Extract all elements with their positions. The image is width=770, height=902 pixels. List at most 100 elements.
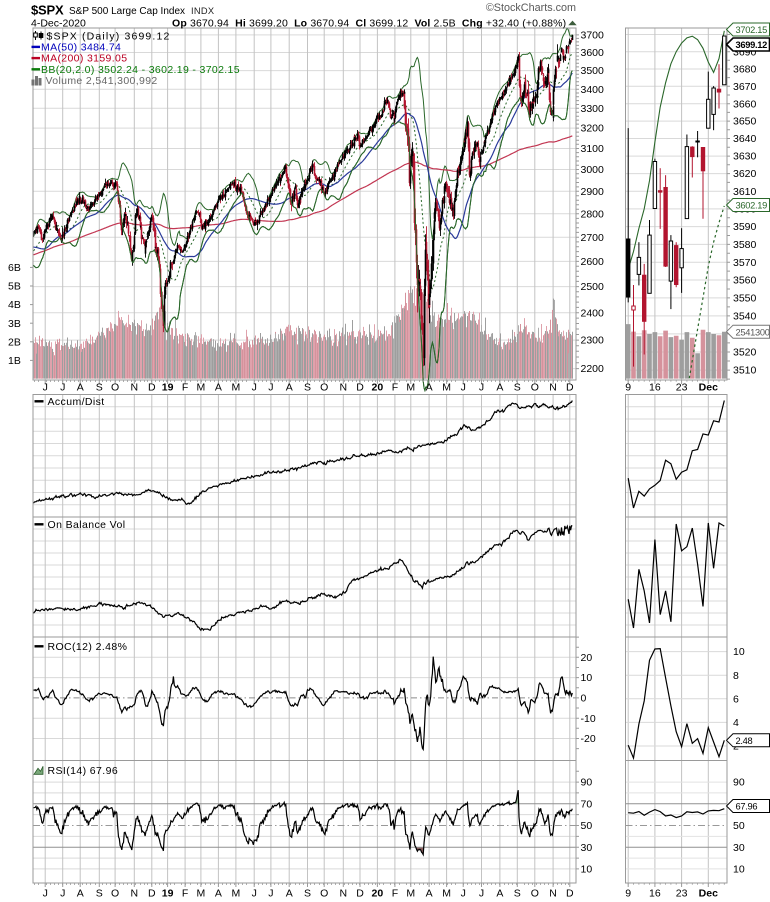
svg-text:50: 50	[581, 820, 593, 832]
svg-text:2200: 2200	[581, 363, 605, 375]
svg-text:3200: 3200	[581, 123, 605, 135]
svg-text:2541300: 2541300	[736, 327, 770, 337]
svg-text:5B: 5B	[8, 281, 21, 293]
svg-text:M: M	[442, 382, 451, 394]
svg-text:3500: 3500	[581, 65, 605, 77]
svg-text:A: A	[215, 888, 222, 900]
svg-text:J: J	[479, 888, 484, 900]
svg-text:N: N	[131, 382, 139, 394]
svg-text:23: 23	[676, 888, 688, 900]
svg-text:3520: 3520	[733, 347, 757, 359]
svg-text:19: 19	[162, 888, 174, 900]
svg-text:O: O	[320, 382, 328, 394]
svg-text:50: 50	[733, 820, 745, 832]
svg-text:F: F	[182, 382, 188, 394]
svg-text:8: 8	[733, 670, 739, 682]
svg-text:Dec: Dec	[699, 382, 718, 394]
svg-text:2700: 2700	[581, 232, 605, 244]
svg-text:Dec: Dec	[699, 888, 718, 900]
svg-text:BB(20,2.0) 3502.24 - 3602.19 -: BB(20,2.0) 3502.24 - 3602.19 - 3702.15	[41, 64, 240, 76]
svg-text:S: S	[304, 382, 311, 394]
svg-text:2600: 2600	[581, 256, 605, 268]
svg-text:A: A	[426, 382, 433, 394]
svg-text:3650: 3650	[733, 116, 757, 128]
svg-text:Volume 2,541,300,992: Volume 2,541,300,992	[46, 75, 158, 87]
svg-text:-10: -10	[581, 713, 596, 725]
svg-text:3560: 3560	[733, 275, 757, 287]
svg-text:3540: 3540	[733, 311, 757, 323]
svg-text:3600: 3600	[581, 47, 605, 59]
svg-text:D: D	[148, 382, 156, 394]
svg-text:A: A	[215, 382, 222, 394]
svg-text:MA(200) 3159.05: MA(200) 3159.05	[41, 53, 127, 65]
svg-text:N: N	[340, 382, 348, 394]
svg-text:19: 19	[162, 382, 174, 394]
svg-text:On Balance Vol: On Balance Vol	[48, 519, 126, 531]
svg-text:16: 16	[649, 888, 661, 900]
svg-text:2B: 2B	[8, 336, 21, 348]
svg-text:20: 20	[581, 652, 593, 664]
svg-text:N: N	[549, 888, 557, 900]
svg-text:3100: 3100	[581, 143, 605, 155]
svg-text:2400: 2400	[581, 307, 605, 319]
svg-text:90: 90	[733, 777, 745, 789]
svg-text:3610: 3610	[733, 186, 757, 198]
svg-text:J: J	[43, 382, 48, 394]
svg-text:67.96: 67.96	[736, 802, 758, 812]
svg-text:10: 10	[581, 864, 593, 876]
svg-text:N: N	[131, 888, 139, 900]
svg-text:M: M	[197, 888, 206, 900]
svg-text:70: 70	[581, 798, 593, 810]
svg-text:M: M	[232, 382, 241, 394]
svg-text:O: O	[320, 888, 328, 900]
svg-text:S: S	[96, 888, 103, 900]
svg-text:O: O	[111, 888, 119, 900]
svg-text:F: F	[392, 382, 398, 394]
svg-text:J: J	[252, 382, 257, 394]
svg-text:J: J	[268, 888, 273, 900]
svg-text:A: A	[426, 888, 433, 900]
svg-text:J: J	[252, 888, 257, 900]
svg-text:3580: 3580	[733, 239, 757, 251]
svg-text:A: A	[77, 888, 84, 900]
svg-text:A: A	[496, 382, 503, 394]
svg-text:S: S	[514, 382, 521, 394]
svg-text:Accum/Dist: Accum/Dist	[48, 396, 105, 408]
svg-text:3570: 3570	[733, 257, 757, 269]
svg-text:6B: 6B	[8, 262, 21, 274]
svg-text:D: D	[566, 382, 574, 394]
svg-text:J: J	[43, 888, 48, 900]
svg-text:3630: 3630	[733, 151, 757, 163]
svg-text:M: M	[406, 382, 415, 394]
svg-text:S: S	[304, 888, 311, 900]
svg-text:A: A	[286, 888, 293, 900]
svg-text:O: O	[531, 888, 539, 900]
svg-text:INDX: INDX	[191, 6, 214, 16]
svg-text:S: S	[514, 888, 521, 900]
svg-text:O: O	[111, 382, 119, 394]
svg-text:3702.15: 3702.15	[736, 25, 768, 35]
svg-text:RSI(14) 67.96: RSI(14) 67.96	[48, 765, 119, 777]
svg-text:3670: 3670	[733, 81, 757, 93]
svg-text:A: A	[77, 382, 84, 394]
svg-text:10: 10	[733, 864, 745, 876]
svg-text:D: D	[148, 888, 156, 900]
svg-text:F: F	[392, 888, 398, 900]
svg-text:M: M	[197, 382, 206, 394]
svg-text:3620: 3620	[733, 168, 757, 180]
svg-text:90: 90	[581, 777, 593, 789]
svg-text:J: J	[268, 382, 273, 394]
svg-text:F: F	[182, 888, 188, 900]
svg-text:2800: 2800	[581, 208, 605, 220]
svg-text:23: 23	[676, 382, 688, 394]
svg-text:3B: 3B	[8, 318, 21, 330]
svg-text:N: N	[340, 888, 348, 900]
svg-text:30: 30	[733, 842, 745, 854]
svg-text:4: 4	[733, 717, 739, 729]
svg-text:2300: 2300	[581, 335, 605, 347]
svg-text:1B: 1B	[8, 355, 21, 367]
svg-text:3700: 3700	[581, 30, 605, 42]
svg-text:16: 16	[649, 382, 661, 394]
svg-text:D: D	[566, 888, 574, 900]
svg-text:20: 20	[372, 382, 384, 394]
